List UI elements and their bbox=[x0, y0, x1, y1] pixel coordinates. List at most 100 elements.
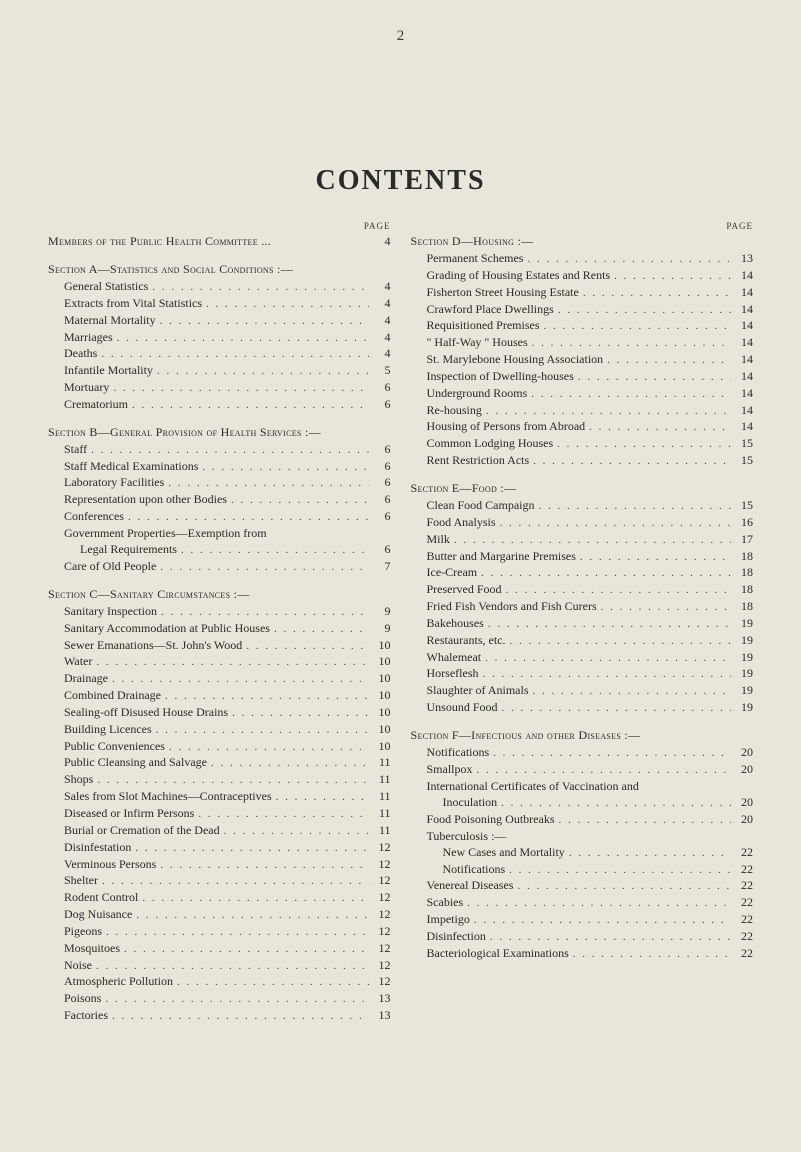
toc-entry-page: 16 bbox=[731, 514, 753, 530]
toc-entry: Bacteriological Examinations22 bbox=[411, 945, 754, 962]
toc-entry-label: Crawford Place Dwellings bbox=[411, 301, 554, 317]
toc-entry-page: 10 bbox=[369, 653, 391, 669]
toc-entry: Conferences6 bbox=[48, 508, 391, 525]
toc-entry-label: Government Properties—Exemption from bbox=[48, 525, 267, 541]
toc-entry-label: Notifications bbox=[411, 861, 506, 877]
toc-leader-dots bbox=[463, 896, 731, 911]
toc-entry-label: General Statistics bbox=[48, 278, 148, 294]
toc-leader-dots bbox=[92, 959, 369, 974]
toc-leader-dots bbox=[148, 280, 368, 295]
toc-entry-label: International Certificates of Vaccinatio… bbox=[411, 778, 639, 794]
toc-entry-label: Unsound Food bbox=[411, 699, 498, 715]
toc-entry: General Statistics4 bbox=[48, 278, 391, 295]
toc-leader-dots bbox=[505, 634, 731, 649]
toc-leader-dots bbox=[565, 846, 731, 861]
toc-entry: Crawford Place Dwellings14 bbox=[411, 301, 754, 318]
toc-entry: Sewer Emanations—St. John's Wood10 bbox=[48, 637, 391, 654]
toc-entry: Milk17 bbox=[411, 531, 754, 548]
toc-leader-dots bbox=[132, 908, 368, 923]
toc-entry-label: Impetigo bbox=[411, 911, 470, 927]
toc-entry-label: Drainage bbox=[48, 670, 108, 686]
section-title-row: Section E—Food :— bbox=[411, 481, 754, 496]
toc-entry: Shops11 bbox=[48, 771, 391, 788]
toc-entry-label: Staff bbox=[48, 441, 87, 457]
toc-leader-dots bbox=[97, 347, 368, 362]
toc-entry-label: Requisitioned Premises bbox=[411, 317, 540, 333]
toc-entry: Infantile Mortality5 bbox=[48, 362, 391, 379]
toc-entry-page: 20 bbox=[731, 811, 753, 827]
toc-entry-page: 22 bbox=[731, 877, 753, 893]
toc-entry: Permanent Schemes13 bbox=[411, 250, 754, 267]
toc-leader-dots bbox=[513, 879, 731, 894]
toc-entry-label: Sealing-off Disused House Drains bbox=[48, 704, 228, 720]
toc-entry-label: Bakehouses bbox=[411, 615, 484, 631]
toc-leader-dots bbox=[173, 975, 369, 990]
section-title-row: Section C—Sanitary Circumstances :— bbox=[48, 587, 391, 602]
toc-leader-dots bbox=[540, 319, 732, 334]
toc-entry-label: Shops bbox=[48, 771, 93, 787]
toc-entry-label: Mortuary bbox=[48, 379, 109, 395]
toc-entry-page: 6 bbox=[369, 396, 391, 412]
toc-entry-label: Pigeons bbox=[48, 923, 102, 939]
toc-entry-label: Verminous Persons bbox=[48, 856, 156, 872]
toc-entry-page: 14 bbox=[731, 385, 753, 401]
toc-leader-dots bbox=[228, 706, 368, 721]
toc-entry-page: 14 bbox=[731, 334, 753, 350]
toc-leader-dots bbox=[156, 560, 368, 575]
section-title: Section E—Food :— bbox=[411, 481, 732, 496]
toc-entry: Shelter12 bbox=[48, 872, 391, 889]
toc-entry-label: Smallpox bbox=[411, 761, 473, 777]
toc-entry-label: Venereal Diseases bbox=[411, 877, 514, 893]
toc-entry: Sealing-off Disused House Drains10 bbox=[48, 704, 391, 721]
toc-entry-label: Atmospheric Pollution bbox=[48, 973, 173, 989]
toc-entry-label: Fried Fish Vendors and Fish Curers bbox=[411, 598, 597, 614]
toc-leader-dots bbox=[270, 622, 369, 637]
toc-entry-page: 14 bbox=[731, 317, 753, 333]
toc-leader-dots bbox=[496, 516, 731, 531]
toc-entry-page: 19 bbox=[731, 699, 753, 715]
toc-entry: Atmospheric Pollution12 bbox=[48, 973, 391, 990]
toc-entry-label: Re-housing bbox=[411, 402, 482, 418]
toc-leader-dots bbox=[579, 286, 731, 301]
toc-entry-label: Dog Nuisance bbox=[48, 906, 132, 922]
toc-entry: Notifications22 bbox=[411, 861, 754, 878]
toc-entry: Fried Fish Vendors and Fish Curers18 bbox=[411, 598, 754, 615]
toc-leader-dots bbox=[498, 701, 731, 716]
toc-entry-label: Disinfection bbox=[411, 928, 486, 944]
toc-leader-dots bbox=[569, 947, 731, 962]
toc-leader-dots bbox=[108, 1009, 369, 1024]
toc-entry: Maternal Mortality4 bbox=[48, 312, 391, 329]
toc-entry: Inspection of Dwelling-houses14 bbox=[411, 368, 754, 385]
toc-entry-label: Burial or Cremation of the Dead bbox=[48, 822, 220, 838]
toc-entry-label: Ice-Cream bbox=[411, 564, 478, 580]
toc-leader-dots bbox=[153, 364, 369, 379]
toc-entry: Venereal Diseases 22 bbox=[411, 877, 754, 894]
toc-leader-dots bbox=[242, 639, 368, 654]
toc-entry: Public Cleansing and Salvage11 bbox=[48, 754, 391, 771]
toc-entry-label: Clean Food Campaign bbox=[411, 497, 535, 513]
toc-entry-page: 10 bbox=[369, 637, 391, 653]
toc-entry: Butter and Margarine Premises18 bbox=[411, 548, 754, 565]
toc-entry: International Certificates of Vaccinatio… bbox=[411, 778, 754, 794]
toc-entry-label: Infantile Mortality bbox=[48, 362, 153, 378]
toc-entry-page: 6 bbox=[369, 458, 391, 474]
toc-leader-dots bbox=[157, 605, 369, 620]
toc-leader-dots bbox=[554, 303, 731, 318]
toc-entry-page: 12 bbox=[369, 923, 391, 939]
toc-entry-label: Disinfestation bbox=[48, 839, 131, 855]
toc-entry-page: 9 bbox=[369, 603, 391, 619]
toc-leader-dots bbox=[227, 493, 369, 508]
toc-entry: Food Poisoning Outbreaks20 bbox=[411, 811, 754, 828]
toc-entry-page: 6 bbox=[369, 491, 391, 507]
toc-entry: Sales from Slot Machines—Contraceptives1… bbox=[48, 788, 391, 805]
section-title-row: Members of the Public Health Committee .… bbox=[48, 234, 391, 249]
toc-entry-label: Housing of Persons from Abroad bbox=[411, 418, 586, 434]
toc-entry-page: 4 bbox=[369, 312, 391, 328]
toc-entry: Deaths4 bbox=[48, 345, 391, 362]
toc-leader-dots bbox=[93, 773, 368, 788]
toc-entry-page: 13 bbox=[731, 250, 753, 266]
toc-entry-label: Marriages bbox=[48, 329, 113, 345]
toc-entry-page: 19 bbox=[731, 632, 753, 648]
toc-entry: Slaughter of Animals19 bbox=[411, 682, 754, 699]
toc-entry-page: 9 bbox=[369, 620, 391, 636]
